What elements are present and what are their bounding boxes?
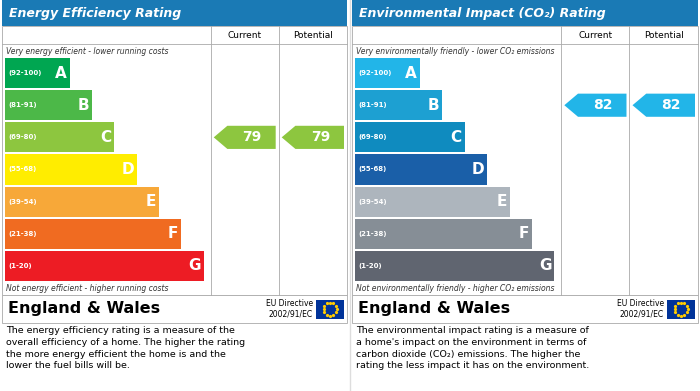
Text: A: A — [55, 66, 67, 81]
Bar — [2, 295, 347, 323]
Text: (92-100): (92-100) — [8, 70, 41, 76]
Text: C: C — [100, 130, 111, 145]
Text: (21-38): (21-38) — [8, 231, 36, 237]
Text: E: E — [496, 194, 507, 209]
Text: G: G — [188, 258, 201, 273]
Text: B: B — [428, 98, 440, 113]
Text: England & Wales: England & Wales — [358, 301, 510, 316]
Bar — [352, 0, 698, 26]
Polygon shape — [281, 126, 344, 149]
Text: (21-38): (21-38) — [358, 231, 386, 237]
Bar — [5, 219, 181, 249]
Text: D: D — [121, 162, 134, 177]
Polygon shape — [214, 126, 276, 149]
Bar — [316, 300, 344, 319]
Bar — [355, 219, 532, 249]
Text: (39-54): (39-54) — [8, 199, 36, 204]
Bar — [352, 26, 698, 295]
Text: Current: Current — [228, 30, 262, 39]
Text: EU Directive
2002/91/EC: EU Directive 2002/91/EC — [617, 299, 664, 319]
Text: 79: 79 — [242, 130, 262, 144]
Text: F: F — [519, 226, 529, 241]
Text: D: D — [472, 162, 484, 177]
Bar — [355, 251, 554, 281]
Text: (1-20): (1-20) — [8, 263, 32, 269]
Text: The environmental impact rating is a measure of
a home's impact on the environme: The environmental impact rating is a mea… — [356, 326, 589, 370]
Text: (92-100): (92-100) — [358, 70, 391, 76]
Text: Current: Current — [578, 30, 612, 39]
Text: Potential: Potential — [644, 30, 684, 39]
Text: (69-80): (69-80) — [8, 135, 36, 140]
Bar — [5, 251, 204, 281]
Text: The energy efficiency rating is a measure of the
overall efficiency of a home. T: The energy efficiency rating is a measur… — [6, 326, 245, 370]
Text: (81-91): (81-91) — [358, 102, 386, 108]
Bar — [355, 154, 487, 185]
Text: England & Wales: England & Wales — [8, 301, 160, 316]
Text: Very energy efficient - lower running costs: Very energy efficient - lower running co… — [6, 47, 169, 56]
Text: Not energy efficient - higher running costs: Not energy efficient - higher running co… — [6, 284, 169, 293]
Text: Environmental Impact (CO₂) Rating: Environmental Impact (CO₂) Rating — [359, 7, 606, 20]
Text: F: F — [168, 226, 178, 241]
Bar — [2, 0, 347, 26]
Text: 82: 82 — [593, 98, 612, 112]
Text: 79: 79 — [311, 130, 330, 144]
Bar — [352, 295, 698, 323]
Text: G: G — [539, 258, 552, 273]
Polygon shape — [564, 93, 626, 117]
Text: Potential: Potential — [293, 30, 332, 39]
Text: (81-91): (81-91) — [8, 102, 36, 108]
Bar — [667, 300, 695, 319]
Bar — [355, 58, 420, 88]
Text: (69-80): (69-80) — [358, 135, 386, 140]
Text: Energy Efficiency Rating: Energy Efficiency Rating — [9, 7, 181, 20]
Polygon shape — [633, 93, 695, 117]
Text: EU Directive
2002/91/EC: EU Directive 2002/91/EC — [266, 299, 313, 319]
Bar — [5, 90, 92, 120]
Text: (55-68): (55-68) — [8, 167, 36, 172]
Text: (1-20): (1-20) — [358, 263, 382, 269]
Bar — [355, 90, 442, 120]
Bar — [355, 187, 510, 217]
Text: Not environmentally friendly - higher CO₂ emissions: Not environmentally friendly - higher CO… — [356, 284, 554, 293]
Bar — [355, 122, 465, 152]
Text: B: B — [78, 98, 89, 113]
Text: (55-68): (55-68) — [358, 167, 386, 172]
Text: A: A — [405, 66, 417, 81]
Bar — [5, 122, 115, 152]
Bar — [5, 187, 159, 217]
Bar — [2, 26, 347, 295]
Text: E: E — [146, 194, 156, 209]
Text: C: C — [451, 130, 462, 145]
Bar — [5, 58, 70, 88]
Text: 82: 82 — [662, 98, 681, 112]
Bar — [5, 154, 136, 185]
Text: (39-54): (39-54) — [358, 199, 386, 204]
Text: Very environmentally friendly - lower CO₂ emissions: Very environmentally friendly - lower CO… — [356, 47, 554, 56]
